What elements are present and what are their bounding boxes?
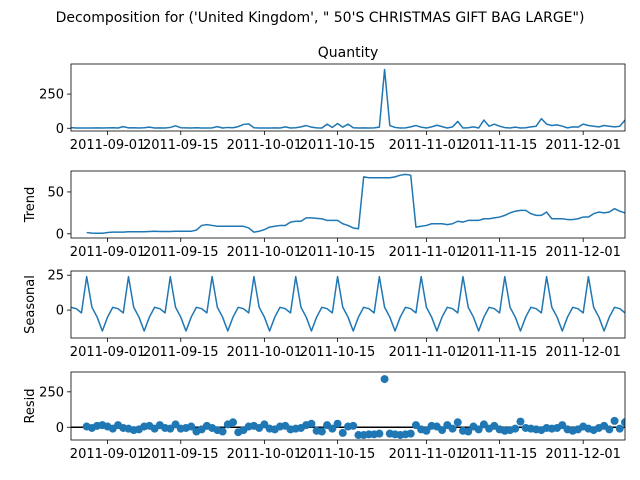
x-tick-label: 2011-11-15 (462, 245, 538, 260)
x-tick-label: 2011-11-01 (389, 245, 465, 260)
observed-series-line (71, 68, 625, 129)
resid-ylabel: Resid (23, 388, 38, 423)
x-tick-label: 2011-11-15 (462, 447, 538, 462)
y-tick-label: 0 (56, 421, 64, 436)
observed-plot-area (71, 68, 625, 129)
observed-axes-frame (70, 63, 626, 132)
x-tick-label: 2011-09-01 (70, 345, 146, 360)
y-tick-label: 50 (47, 185, 64, 200)
resid-point (187, 422, 196, 431)
resid-point (610, 416, 619, 425)
resid-point (626, 425, 634, 433)
x-tick-label: 2011-09-15 (143, 447, 219, 462)
resid-point (422, 426, 431, 435)
x-tick-label: 2011-09-01 (70, 245, 146, 260)
x-tick-label: 2011-12-01 (545, 138, 621, 153)
resid-point (380, 375, 389, 384)
y-tick-label: 250 (39, 385, 64, 400)
x-tick-label: 2011-10-15 (300, 345, 376, 360)
x-tick-label: 2011-09-01 (70, 447, 146, 462)
y-tick-label: 0 (56, 122, 64, 137)
trend-plot-area (86, 173, 625, 235)
x-tick-label: 2011-10-01 (227, 345, 303, 360)
resid-point (229, 418, 238, 427)
x-tick-label: 2011-10-01 (227, 138, 303, 153)
resid-point (218, 427, 227, 436)
resid-point (333, 419, 342, 428)
x-tick-label: 2011-12-01 (545, 345, 621, 360)
x-tick-label: 2011-12-01 (545, 245, 621, 260)
resid-point (516, 417, 525, 426)
resid-point (615, 424, 624, 433)
resid-point (328, 424, 337, 433)
x-tick-label: 2011-09-01 (70, 138, 146, 153)
resid-point (438, 426, 447, 435)
resid-point (605, 425, 614, 434)
resid-axes-frame (70, 371, 626, 441)
resid-point (464, 427, 473, 436)
trend-series-line (86, 173, 625, 235)
resid-point (448, 424, 457, 433)
trend-ylabel: Trend (23, 187, 38, 224)
resid-point (307, 419, 316, 428)
y-tick-label: 25 (47, 269, 64, 284)
x-tick-label: 2011-10-01 (227, 447, 303, 462)
resid-point (349, 421, 358, 430)
x-tick-label: 2011-10-15 (300, 245, 376, 260)
resid-point (375, 429, 384, 438)
resid-plot-area (71, 375, 639, 440)
observed-title: Quantity (318, 45, 379, 61)
resid-point (317, 427, 326, 436)
y-tick-label: 0 (56, 304, 64, 319)
x-tick-label: 2011-11-01 (389, 138, 465, 153)
resid-point (406, 429, 415, 438)
seasonal-ylabel: Seasonal (23, 275, 38, 334)
resid-point (453, 418, 462, 427)
x-tick-label: 2011-11-01 (389, 447, 465, 462)
x-tick-label: 2011-09-15 (143, 245, 219, 260)
resid-point (338, 428, 347, 437)
x-tick-label: 2011-10-01 (227, 245, 303, 260)
y-tick-label: 250 (39, 88, 64, 103)
resid-point (474, 425, 483, 434)
resid-point (631, 430, 639, 438)
seasonal-series-line (71, 275, 625, 332)
x-tick-label: 2011-10-15 (300, 447, 376, 462)
seasonal-plot-area (71, 275, 625, 332)
x-tick-label: 2011-09-15 (143, 345, 219, 360)
x-tick-label: 2011-11-15 (462, 345, 538, 360)
x-tick-label: 2011-11-01 (389, 345, 465, 360)
figure-title: Decomposition for ('United Kingdom', " 5… (56, 10, 585, 26)
x-tick-label: 2011-12-01 (545, 447, 621, 462)
trend-axes-frame (70, 170, 626, 239)
y-tick-label: 0 (56, 227, 64, 242)
resid-point (621, 418, 625, 427)
x-tick-label: 2011-10-15 (300, 138, 376, 153)
resid-point (511, 424, 520, 433)
x-tick-label: 2011-11-15 (462, 138, 538, 153)
x-tick-label: 2011-09-15 (143, 138, 219, 153)
seasonal-axes-frame (70, 270, 626, 339)
